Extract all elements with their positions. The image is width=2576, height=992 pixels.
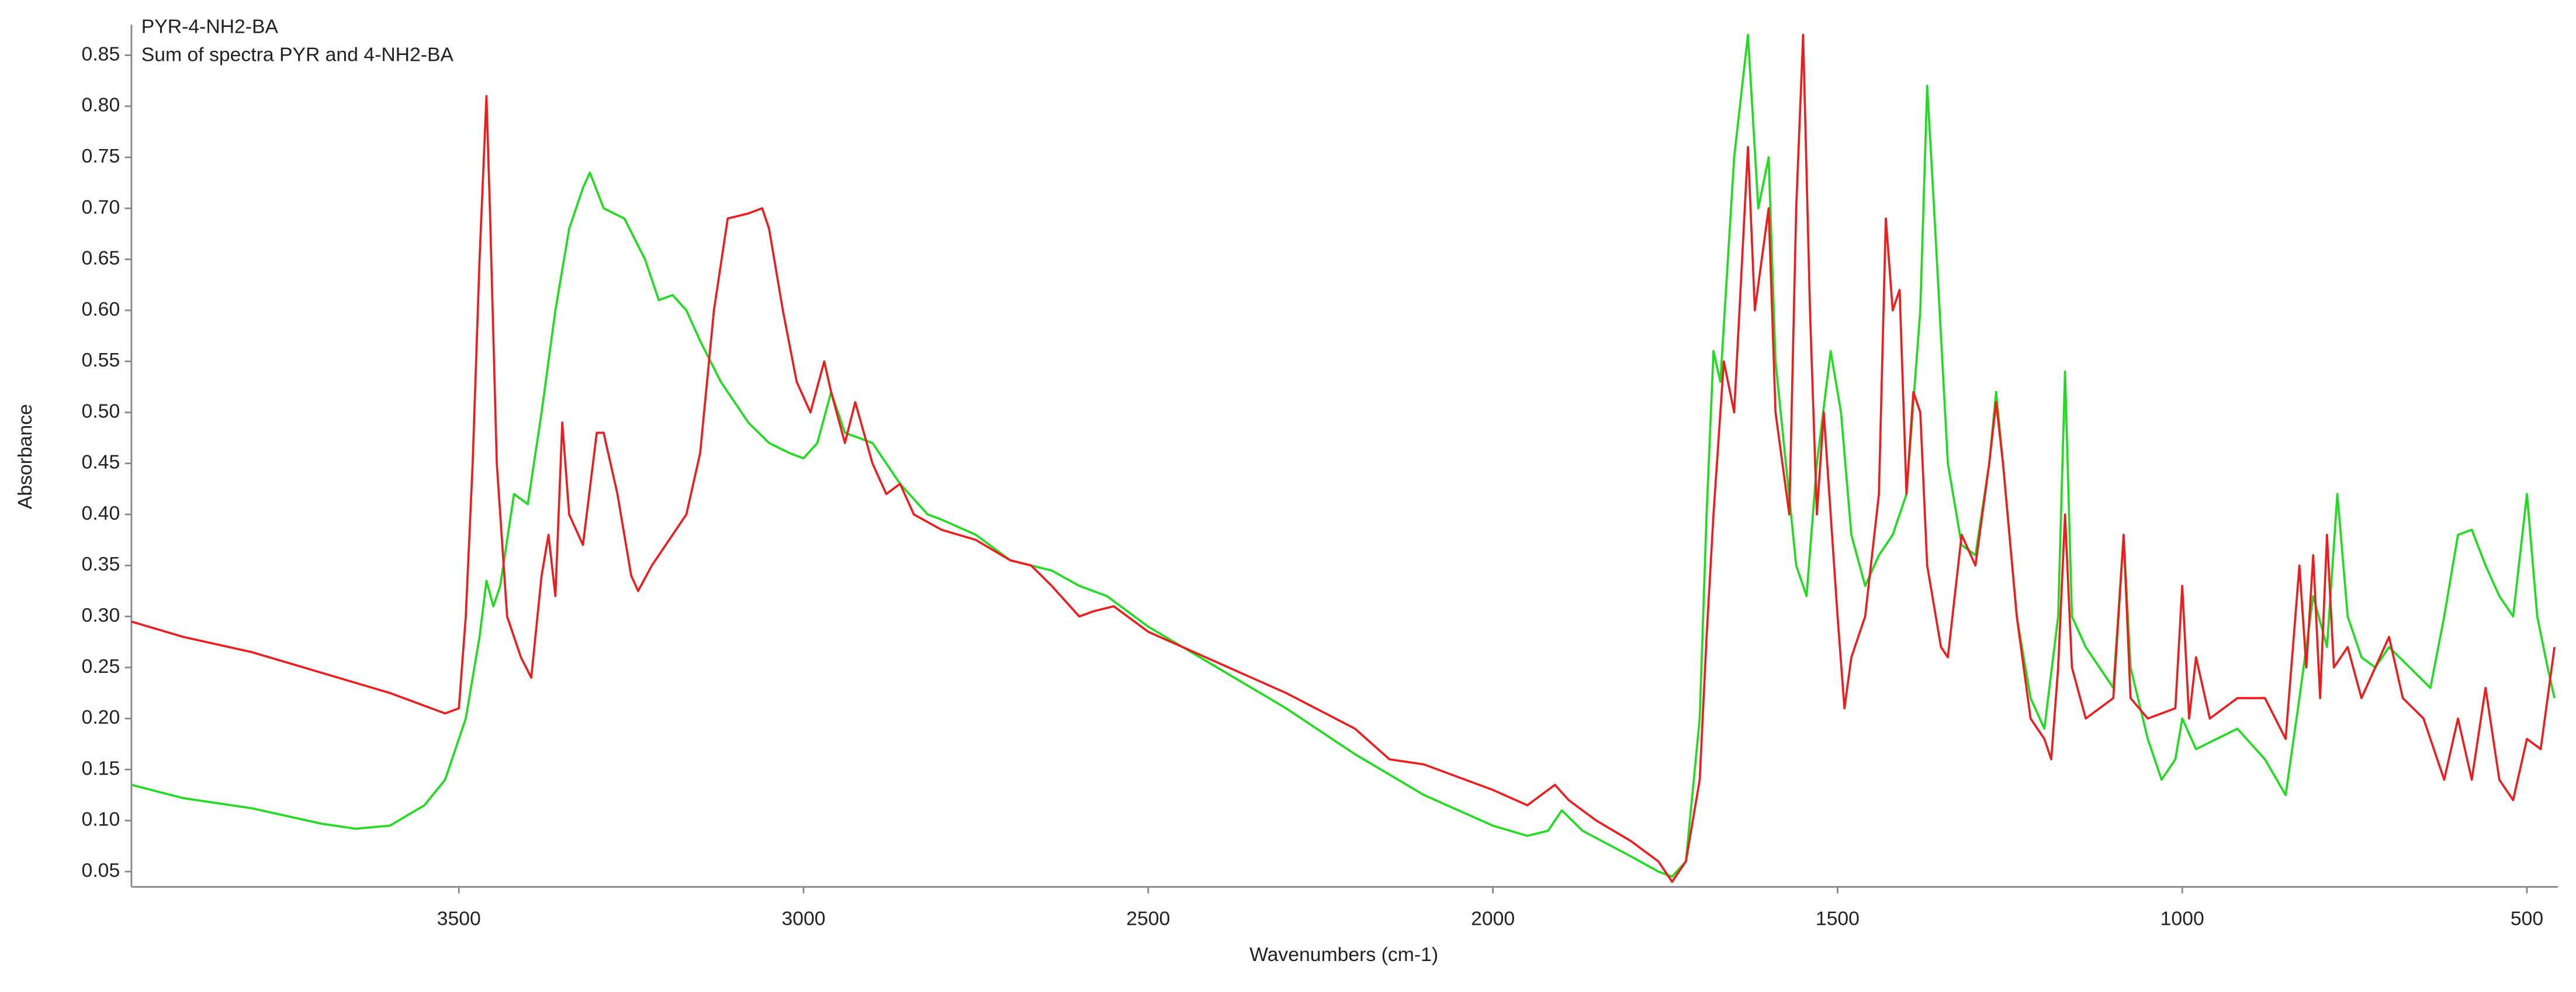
y-tick-label: 0.60 — [82, 298, 120, 320]
y-tick-label: 0.70 — [82, 196, 120, 218]
y-tick-label: 0.05 — [82, 859, 120, 882]
y-tick-label: 0.30 — [82, 604, 120, 627]
x-axis-label: Wavenumbers (cm-1) — [1249, 943, 1438, 966]
x-tick-label: 3000 — [781, 907, 825, 929]
x-tick-label: 2000 — [1471, 907, 1515, 929]
x-tick-label: 2500 — [1126, 907, 1170, 929]
y-tick-label: 0.80 — [82, 94, 120, 116]
spectrum-line — [131, 33, 2556, 878]
y-axis-label: Absorbance — [14, 404, 36, 509]
y-tick-label: 0.35 — [82, 553, 120, 575]
x-tick-label: 500 — [2511, 907, 2543, 929]
spectrum-line — [131, 33, 2556, 883]
legend-entry: Sum of spectra PYR and 4-NH2-BA — [141, 43, 454, 65]
y-tick-label: 0.75 — [82, 145, 120, 167]
y-tick-label: 0.85 — [82, 43, 120, 65]
x-tick-label: 1000 — [2160, 907, 2204, 929]
x-tick-label: 1500 — [1816, 907, 1860, 929]
y-tick-label: 0.15 — [82, 757, 120, 779]
x-tick-label: 3500 — [437, 907, 481, 929]
y-tick-label: 0.65 — [82, 247, 120, 269]
y-tick-label: 0.55 — [82, 349, 120, 371]
y-tick-label: 0.50 — [82, 400, 120, 422]
y-tick-label: 0.20 — [82, 706, 120, 728]
y-tick-label: 0.25 — [82, 655, 120, 678]
y-tick-label: 0.10 — [82, 808, 120, 831]
y-tick-label: 0.45 — [82, 451, 120, 473]
legend-entry: PYR-4-NH2-BA — [141, 16, 279, 38]
y-tick-label: 0.40 — [82, 502, 120, 524]
